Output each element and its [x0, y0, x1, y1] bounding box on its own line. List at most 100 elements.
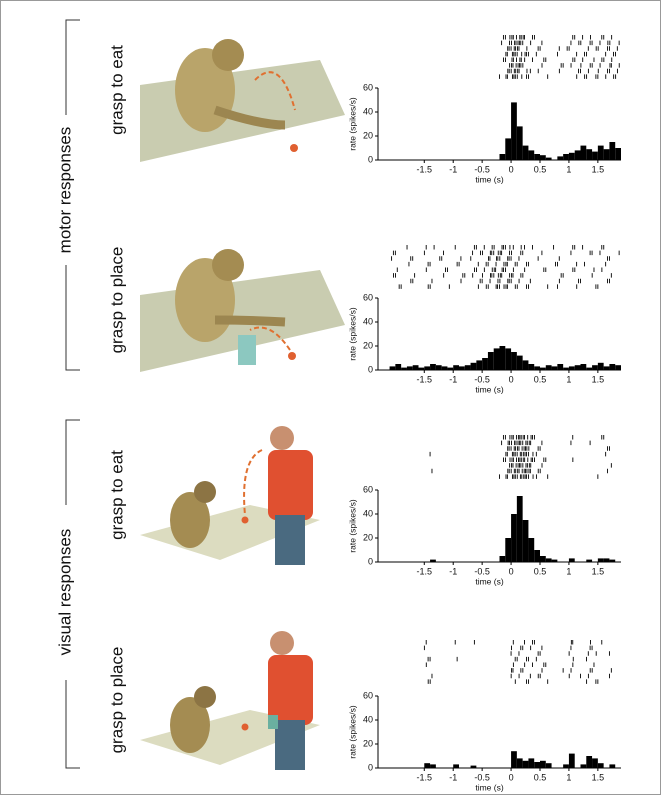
- histogram-bar: [453, 365, 459, 370]
- histogram-bar: [546, 158, 552, 160]
- histogram-bar: [552, 366, 558, 370]
- histogram-bar: [517, 356, 523, 370]
- histogram-bar: [563, 764, 569, 768]
- histogram-bar: [528, 150, 534, 160]
- histogram-bar: [540, 556, 546, 562]
- histogram-bar: [569, 153, 575, 160]
- histogram-bar: [586, 560, 592, 562]
- histogram-bar: [523, 360, 529, 370]
- histogram-bar: [500, 154, 506, 160]
- histogram-bar: [557, 156, 563, 160]
- histogram-bar: [528, 758, 534, 768]
- histogram-bar: [430, 364, 436, 370]
- y-tick-label: 40: [363, 508, 373, 518]
- histogram-bar: [569, 366, 575, 370]
- x-tick-label: 0.5: [534, 374, 547, 384]
- condition-label: grasp to eat: [107, 45, 126, 135]
- x-tick-label: 1.5: [592, 374, 605, 384]
- histogram-bar: [430, 764, 436, 768]
- histogram-bar: [511, 352, 517, 370]
- histogram-bar: [471, 766, 477, 768]
- x-axis-label: time (s): [475, 782, 504, 792]
- histogram-bar: [540, 368, 546, 370]
- x-tick-label: 1.5: [592, 566, 605, 576]
- condition-label: grasp to eat: [107, 450, 126, 540]
- histogram-bar: [575, 365, 581, 370]
- histogram-bar: [534, 762, 540, 768]
- figure: motor responses visual responses: [0, 0, 662, 796]
- x-tick-label: 0: [509, 374, 514, 384]
- histogram-bar: [592, 758, 598, 768]
- x-tick-label: 0: [509, 566, 514, 576]
- y-tick-label: 60: [363, 292, 373, 302]
- y-axis-label: rate (spikes/s): [347, 97, 357, 151]
- histogram-bar: [511, 102, 517, 160]
- y-tick-label: 60: [363, 484, 373, 494]
- y-tick-label: 40: [363, 714, 373, 724]
- histogram-bar: [586, 149, 592, 160]
- histogram-bar: [424, 366, 430, 370]
- histogram-bar: [430, 560, 436, 562]
- histogram-bar: [401, 368, 407, 370]
- histogram-bar: [395, 364, 401, 370]
- histogram-bar: [581, 146, 587, 160]
- histogram-bar: [523, 520, 529, 562]
- x-axis-label: time (s): [475, 576, 504, 586]
- x-tick-label: -1: [449, 164, 457, 174]
- x-tick-label: 0.5: [534, 164, 547, 174]
- histogram-bar: [581, 364, 587, 370]
- histogram-bar: [563, 368, 569, 370]
- histogram-bar: [598, 363, 604, 370]
- y-tick-label: 40: [363, 106, 373, 116]
- histogram-bar: [540, 155, 546, 160]
- histogram-bar: [453, 764, 459, 768]
- x-tick-label: 1: [566, 374, 571, 384]
- histogram-bar: [511, 514, 517, 562]
- histogram-bar: [523, 146, 529, 160]
- y-tick-label: 0: [368, 556, 373, 566]
- x-tick-label: 0.5: [534, 566, 547, 576]
- histogram-bar: [419, 368, 425, 370]
- histogram-bar: [615, 365, 621, 370]
- histogram-bar: [581, 764, 587, 768]
- histogram-bar: [540, 761, 546, 768]
- histogram-bar: [476, 360, 482, 370]
- y-tick-label: 20: [363, 738, 373, 748]
- x-axis-label: time (s): [475, 384, 504, 394]
- histogram-bar: [517, 126, 523, 160]
- histogram-bar: [465, 365, 471, 370]
- histogram-bar: [523, 761, 529, 768]
- x-tick-label: -0.5: [474, 374, 490, 384]
- histogram-bar: [592, 152, 598, 160]
- histogram-bar: [488, 352, 494, 370]
- y-tick-label: 60: [363, 690, 373, 700]
- histogram-bar: [436, 365, 442, 370]
- histogram-bar: [459, 366, 465, 370]
- histogram-bar: [586, 368, 592, 370]
- y-tick-label: 20: [363, 340, 373, 350]
- histogram-bar: [609, 560, 615, 562]
- histogram-bar: [598, 146, 604, 160]
- histogram-bar: [517, 758, 523, 768]
- histogram-bar: [413, 365, 419, 370]
- histogram-bar: [505, 348, 511, 370]
- histogram-bar: [442, 366, 448, 370]
- group-label: visual responses: [55, 529, 74, 656]
- x-tick-label: -0.5: [474, 772, 490, 782]
- x-tick-label: -0.5: [474, 164, 490, 174]
- x-tick-label: 0: [509, 772, 514, 782]
- histogram-bar: [407, 366, 413, 370]
- x-axis-label: time (s): [475, 174, 504, 184]
- histogram-bar: [494, 348, 500, 370]
- y-tick-label: 0: [368, 762, 373, 772]
- x-tick-label: 1: [566, 772, 571, 782]
- histogram-bar: [586, 756, 592, 768]
- histogram-bar: [517, 496, 523, 562]
- histogram-bar: [609, 142, 615, 160]
- histogram-bar: [546, 558, 552, 562]
- y-tick-label: 60: [363, 82, 373, 92]
- x-tick-label: 1.5: [592, 772, 605, 782]
- histogram-bar: [569, 558, 575, 562]
- y-tick-label: 20: [363, 130, 373, 140]
- x-tick-label: 1: [566, 164, 571, 174]
